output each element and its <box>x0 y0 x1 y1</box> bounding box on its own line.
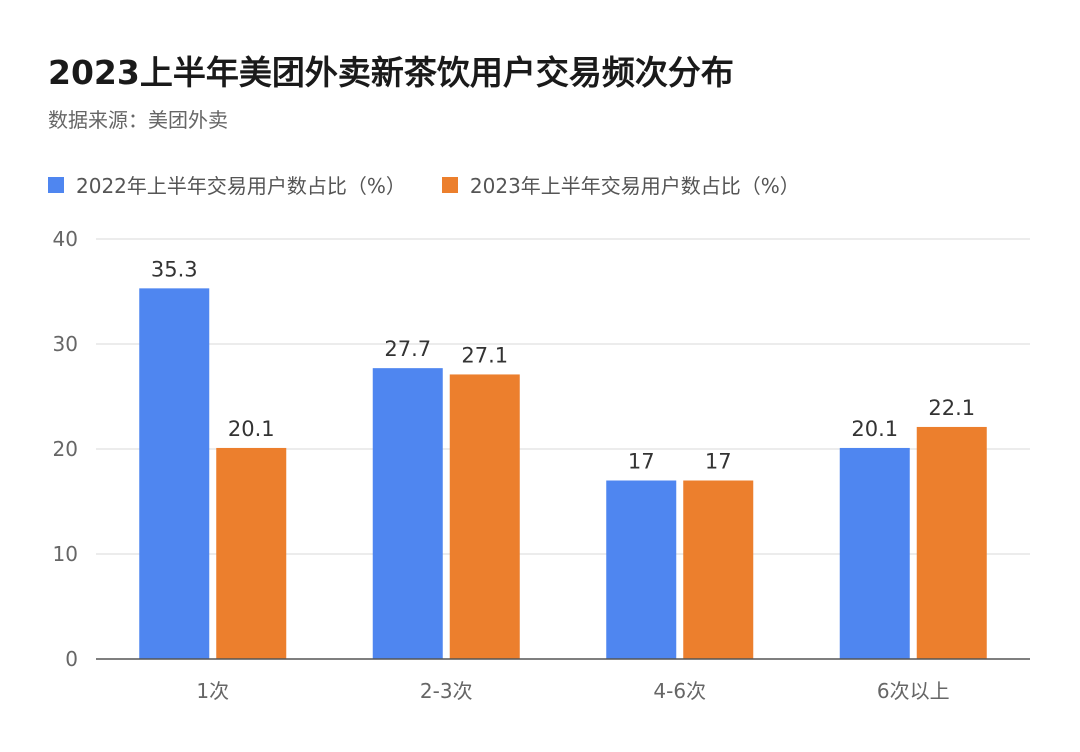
y-tick-label: 20 <box>53 437 78 461</box>
data-label: 27.1 <box>461 343 508 367</box>
bar <box>683 480 754 659</box>
data-label: 22.1 <box>928 396 975 420</box>
chart-subtitle: 数据来源：美团外卖 <box>48 108 228 132</box>
data-label: 20.1 <box>228 417 275 441</box>
bar <box>839 447 910 659</box>
x-category-label: 2-3次 <box>420 679 473 703</box>
data-label: 20.1 <box>851 417 898 441</box>
y-tick-label: 30 <box>53 332 78 356</box>
legend-item-2023: 2023年上半年交易用户数占比（%） <box>441 170 800 199</box>
legend-swatch-2023 <box>441 176 458 193</box>
data-label: 27.7 <box>384 337 431 361</box>
data-label: 35.3 <box>151 257 198 281</box>
chart-title: 2023上半年美团外卖新茶饮用户交易频次分布 <box>48 53 734 92</box>
bar <box>449 374 520 659</box>
y-tick-label: 0 <box>65 647 78 671</box>
bar <box>216 447 287 659</box>
legend: 2022年上半年交易用户数占比（%） 2023年上半年交易用户数占比（%） <box>48 170 836 199</box>
bar <box>606 480 677 659</box>
legend-label-2023: 2023年上半年交易用户数占比（%） <box>469 174 800 198</box>
x-category-label: 4-6次 <box>653 679 706 703</box>
legend-swatch-2022 <box>48 176 64 193</box>
x-category-label: 6次以上 <box>877 679 950 703</box>
y-tick-label: 10 <box>53 542 78 566</box>
data-label: 17 <box>705 450 732 474</box>
bar <box>139 288 210 659</box>
y-tick-label: 40 <box>53 227 78 251</box>
data-label: 17 <box>628 450 655 474</box>
legend-item-2022: 2022年上半年交易用户数占比（%） <box>48 170 406 199</box>
x-category-label: 1次 <box>196 679 229 703</box>
bar <box>372 368 443 659</box>
bar <box>916 426 987 659</box>
legend-label-2022: 2022年上半年交易用户数占比（%） <box>76 174 406 198</box>
